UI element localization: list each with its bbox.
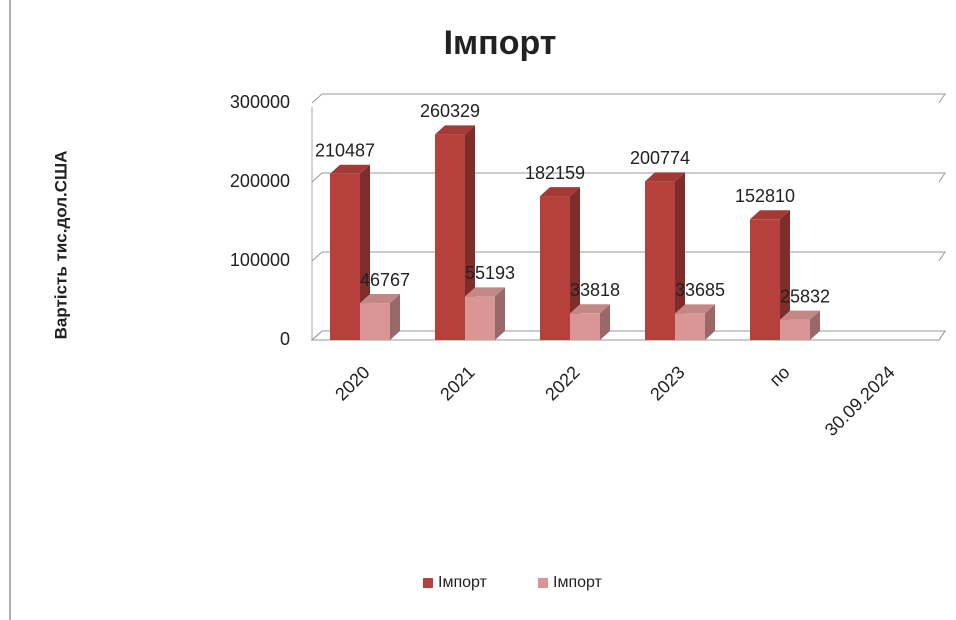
- bar: [675, 304, 715, 340]
- bar-side: [600, 304, 610, 340]
- bar: [645, 172, 685, 340]
- bar-side: [390, 294, 400, 340]
- y-axis-label: Вартість тис.дол.США: [51, 151, 70, 340]
- y-tick-label: 0: [280, 329, 290, 349]
- bar-side: [465, 125, 475, 340]
- bar-top: [780, 310, 820, 320]
- data-label: 260329: [420, 101, 480, 121]
- bar: [570, 304, 610, 340]
- y-tick-label: 300000: [230, 92, 290, 112]
- data-label: 33818: [570, 280, 620, 300]
- x-tick-label: 2023: [646, 362, 688, 404]
- bar-top: [435, 125, 475, 135]
- legend-label: Імпорт: [438, 574, 488, 591]
- data-label: 33685: [675, 280, 725, 300]
- data-label: 46767: [360, 270, 410, 290]
- data-label: 182159: [525, 163, 585, 183]
- legend-swatch: [423, 578, 433, 588]
- bar-top: [360, 294, 400, 304]
- bar: [435, 125, 475, 340]
- grid-line: [311, 251, 946, 262]
- bar-top: [645, 172, 685, 182]
- x-tick-label: 2021: [436, 362, 478, 404]
- y-tick-label: 200000: [230, 171, 290, 191]
- data-label: 200774: [630, 148, 690, 168]
- bar-side: [780, 210, 790, 340]
- x-tick-label: по: [766, 362, 794, 390]
- y-tick-label: 100000: [230, 250, 290, 270]
- bar-front: [645, 181, 675, 340]
- chart-title: Імпорт: [444, 24, 557, 62]
- bar-side: [810, 310, 820, 340]
- data-label: 210487: [315, 140, 375, 160]
- bar-front: [330, 173, 360, 340]
- x-tick-label: 2022: [541, 362, 583, 404]
- data-label: 55193: [465, 263, 515, 283]
- bar-front: [675, 313, 705, 340]
- bar-top: [465, 287, 505, 297]
- bar: [750, 210, 790, 340]
- bar-top: [540, 187, 580, 197]
- bar-top: [330, 164, 370, 174]
- data-label: 152810: [735, 186, 795, 206]
- bar-side: [360, 164, 370, 340]
- bar-front: [360, 303, 390, 340]
- data-label: 25832: [780, 286, 830, 306]
- bar-side: [705, 304, 715, 340]
- bar-front: [570, 313, 600, 340]
- bar: [465, 287, 505, 340]
- bar: [780, 310, 820, 340]
- bar-top: [750, 210, 790, 220]
- floor: [310, 330, 946, 341]
- legend-swatch: [538, 578, 548, 588]
- grid-line: [311, 172, 946, 183]
- bar-side: [495, 287, 505, 340]
- bar-side: [675, 172, 685, 340]
- bar: [360, 294, 400, 340]
- grid-line: [311, 93, 946, 104]
- x-tick-label: 2020: [331, 362, 373, 404]
- bar-side: [570, 187, 580, 340]
- bar-front: [435, 134, 465, 340]
- bar: [540, 187, 580, 340]
- bar-front: [750, 219, 780, 340]
- bar-front: [540, 196, 570, 340]
- bar-top: [675, 304, 715, 314]
- grid-line: [311, 330, 946, 341]
- bar-front: [780, 319, 810, 340]
- x-tick-label: 30.09.2024: [821, 362, 899, 440]
- legend-label: Імпорт: [553, 574, 603, 591]
- bar: [330, 164, 370, 340]
- bar-front: [465, 296, 495, 340]
- bar-top: [570, 304, 610, 314]
